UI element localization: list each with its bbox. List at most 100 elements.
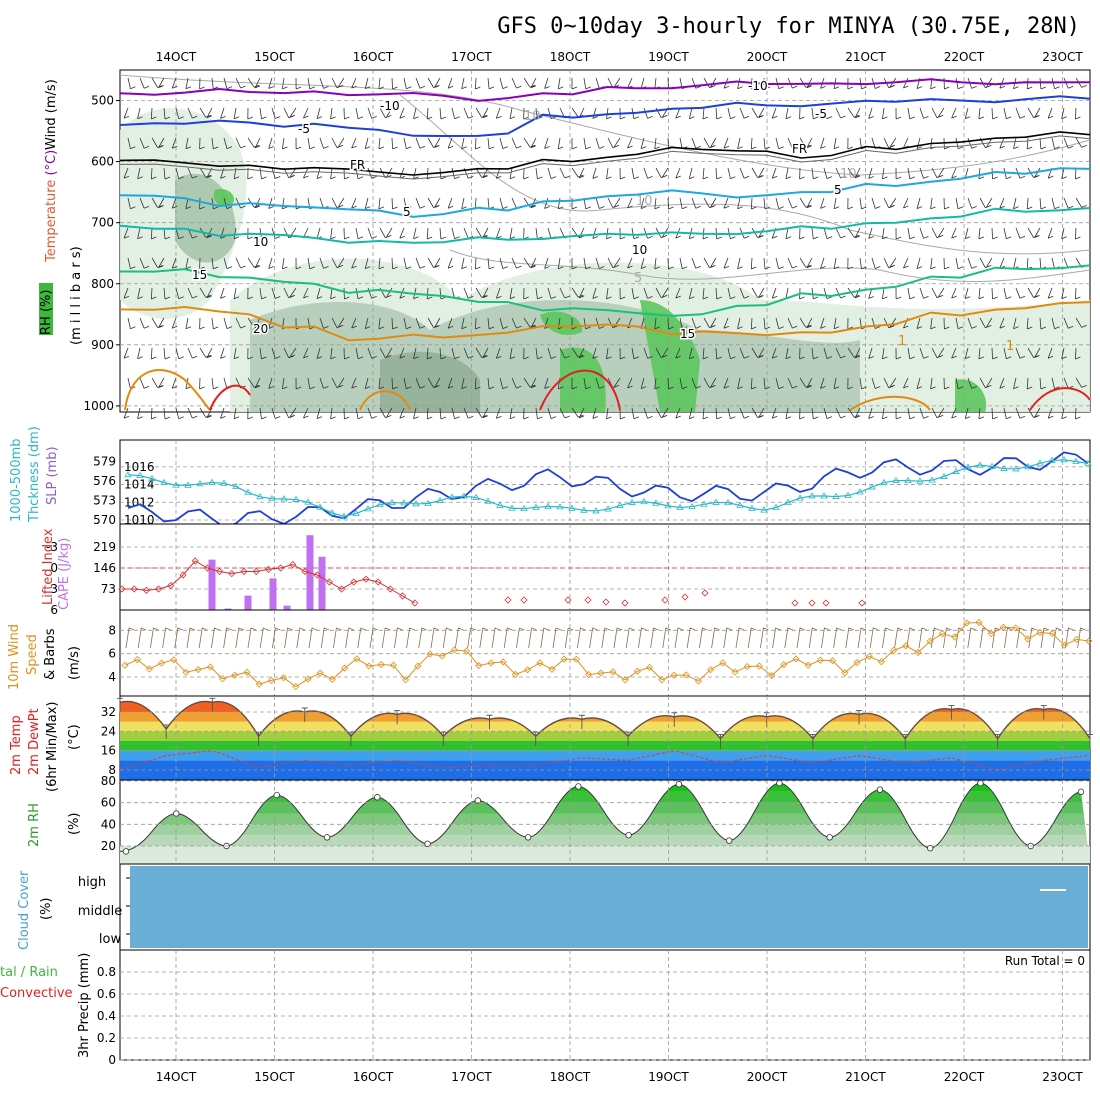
isotherm-label: 5 — [403, 205, 411, 219]
thickness-tick-label: 579 — [93, 454, 116, 468]
wind-speed-marker — [914, 648, 922, 657]
thickness-marker — [472, 493, 480, 500]
thickness-marker — [136, 471, 144, 478]
warm-contour — [539, 369, 621, 411]
thickness-marker — [1012, 465, 1020, 472]
minmax-bar — [902, 734, 909, 749]
wind-speed-marker — [792, 655, 800, 663]
label-slp: SLP (mb) — [45, 446, 60, 505]
pressure-tick-label: 1000 — [83, 399, 114, 413]
label-2m-temp: 2m Temp — [9, 715, 24, 775]
li-marker — [584, 596, 592, 604]
wind-speed-marker — [377, 661, 385, 669]
wind-speed-marker — [524, 666, 532, 674]
li-marker — [822, 599, 830, 607]
thickness-marker — [340, 512, 348, 519]
wind-speed-marker — [548, 665, 556, 673]
li-marker — [277, 564, 285, 572]
wind-speed-marker — [938, 630, 946, 638]
thickness-marker — [736, 501, 744, 508]
label-cloud-middle: middle — [78, 904, 122, 919]
thickness-marker — [1024, 463, 1032, 470]
wind-speed-marker — [499, 658, 507, 666]
thickness-marker — [688, 502, 696, 510]
thickness-marker — [532, 503, 540, 510]
li-marker — [313, 571, 321, 579]
li-marker — [325, 578, 333, 586]
thickness-marker — [496, 501, 504, 508]
thickness-marker — [268, 494, 276, 502]
cape-li-panel: 73 146 219 -3 0 3 6 — [46, 523, 1091, 617]
wind-speed-marker — [158, 659, 166, 667]
thickness-marker — [520, 504, 528, 511]
wind-speed-marker — [585, 671, 593, 679]
thickness-marker — [628, 498, 636, 505]
thickness-marker — [664, 502, 672, 509]
li-marker — [661, 596, 669, 604]
wind-speed-marker — [463, 647, 471, 655]
rh-marker — [323, 834, 331, 841]
li-marker — [701, 589, 709, 597]
wind-speed-marker — [853, 658, 861, 667]
thickness-marker — [700, 500, 708, 507]
thickness-marker — [940, 472, 948, 479]
li-marker — [264, 565, 272, 573]
thickness-marker — [484, 497, 492, 504]
thickness-marker — [952, 467, 960, 474]
thickness-marker — [1072, 457, 1080, 464]
wind-speed-marker — [353, 655, 361, 663]
thickness-marker — [544, 502, 552, 509]
cape-bar — [318, 556, 326, 610]
wind-speed-marker — [841, 669, 849, 677]
thickness-line — [127, 459, 1089, 517]
wind-speed-marker — [865, 652, 873, 661]
thickness-tick-label: 576 — [93, 474, 116, 488]
bottom-x-ticks: 14OCT 15OCT 16OCT 17OCT 18OCT 19OCT 20OCT 21OCT… — [156, 1070, 1084, 1084]
li-marker — [374, 578, 382, 586]
li-marker — [155, 585, 163, 593]
li-marker — [858, 599, 866, 607]
rh-band — [120, 813, 1090, 825]
wind10m-panel: 4 6 8 — [108, 609, 1093, 697]
minmax-bar — [394, 709, 401, 725]
thickness-marker — [832, 492, 840, 499]
minmax-bar — [209, 697, 216, 713]
li-marker — [179, 571, 187, 579]
thickness-marker — [172, 481, 180, 488]
cape-tick-label: 146 — [93, 561, 116, 575]
wind-speed-marker — [255, 680, 263, 688]
isotherm-label: -5 — [298, 122, 310, 136]
label-temp-units: (°C) — [67, 724, 82, 750]
thickness-marker — [124, 471, 132, 478]
thickness-marker — [784, 498, 792, 505]
thickness-marker — [364, 505, 372, 512]
cape-bar — [208, 559, 216, 610]
temp-tick-label: 16 — [101, 744, 116, 758]
wind-speed-marker — [328, 675, 336, 683]
rh-tick-label: 20 — [101, 839, 116, 853]
rh-shade-blob — [213, 188, 235, 207]
label-wind10m-c: & Barbs — [43, 628, 58, 680]
thickness-marker — [1060, 456, 1068, 463]
rh-marker — [675, 781, 683, 788]
pressure-tick-label: 800 — [91, 277, 114, 291]
thickness-marker — [904, 476, 912, 484]
wind-speed-marker — [621, 676, 629, 684]
li-tick-label: 0 — [50, 561, 58, 575]
li-marker — [504, 596, 512, 604]
rh-marker — [575, 783, 582, 790]
minmax-bar — [809, 734, 816, 749]
rh-marker — [826, 834, 833, 841]
li-tick-label: 3 — [50, 582, 58, 596]
li-marker — [191, 557, 199, 565]
wind-barbs — [125, 627, 1086, 649]
wind-speed-marker — [682, 671, 690, 679]
wind-speed-marker — [170, 656, 178, 664]
wind-speed-marker — [536, 659, 544, 667]
wind-speed-marker — [450, 646, 458, 654]
label-wind: Wind (m/s) — [44, 79, 59, 150]
rh-marker — [625, 831, 632, 839]
x-tick-label: 21OCT — [845, 50, 886, 64]
thickness-marker — [580, 506, 588, 513]
wind-speed-marker — [1012, 624, 1020, 632]
